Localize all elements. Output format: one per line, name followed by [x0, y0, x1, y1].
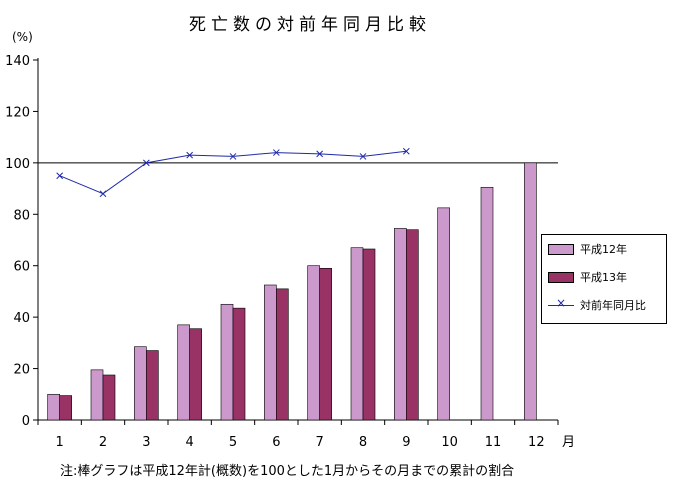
bar-heisei12	[220, 303, 234, 421]
x-tick-label: 5	[229, 435, 237, 450]
bar-heisei12	[437, 207, 450, 421]
footnote: 注:棒グラフは平成12年計(概数)を100とした1月からその月までの累計の割合	[60, 464, 515, 479]
legend-label-bar1: 平成12年	[580, 243, 627, 256]
y-tick-label: 140	[5, 54, 30, 69]
legend: 平成12年 平成13年 対前年同月比	[541, 234, 667, 324]
ratio-point	[359, 153, 367, 160]
x-tick-label: 12	[528, 435, 545, 450]
bar-heisei13	[146, 350, 159, 421]
ratio-point	[56, 172, 64, 180]
bar-heisei12	[307, 265, 320, 421]
legend-item-line: 対前年同月比	[548, 296, 646, 313]
bar-heisei12	[264, 284, 277, 421]
bar-heisei13	[406, 229, 419, 421]
y-tick-label: 60	[13, 260, 30, 275]
legend-item-bar2: 平成13年	[548, 269, 627, 285]
ratio-point	[186, 151, 194, 159]
ratio-point	[229, 153, 237, 160]
x-tick-label: 9	[402, 435, 410, 450]
ratio-point	[272, 149, 280, 156]
bar-heisei13	[319, 267, 332, 421]
legend-swatch-bar1	[548, 243, 574, 255]
bar-heisei13	[232, 307, 246, 421]
y-tick-label: 120	[5, 105, 30, 120]
bar-heisei12	[350, 247, 364, 421]
x-axis-unit: 月	[562, 435, 576, 450]
ratio-point	[316, 150, 324, 158]
bar-heisei12	[47, 393, 60, 421]
bar-heisei12	[90, 369, 104, 421]
y-tick-label: 80	[13, 208, 30, 223]
bar-heisei12	[480, 186, 494, 421]
x-tick-label: 4	[186, 435, 194, 450]
legend-swatch-line	[548, 296, 574, 311]
bar-heisei13	[276, 288, 289, 421]
x-tick-label: 7	[316, 435, 324, 450]
ratio-point	[99, 190, 107, 198]
x-tick-label: 1	[56, 435, 64, 450]
bar-heisei13	[189, 328, 202, 421]
legend-label-bar2: 平成13年	[580, 271, 627, 284]
ratio-point	[402, 147, 410, 155]
ratio-line	[59, 150, 407, 195]
ratio-point	[142, 159, 150, 167]
bar-heisei12	[177, 324, 190, 421]
bar-heisei12	[134, 346, 147, 421]
bar-heisei12	[524, 162, 537, 421]
y-tick-label: 40	[13, 311, 30, 326]
y-tick-label: 0	[22, 414, 30, 429]
legend-swatch-bar2	[548, 271, 574, 283]
bar-heisei13	[362, 248, 376, 421]
x-tick-label: 3	[142, 435, 150, 450]
y-tick-label: 20	[13, 363, 30, 378]
x-tick-label: 10	[441, 435, 458, 450]
y-axis-unit: (%)	[12, 30, 33, 44]
x-tick-label: 6	[272, 435, 280, 450]
x-tick-label: 2	[99, 435, 107, 450]
chart-title: 死亡数の対前年同月比較	[189, 15, 431, 35]
y-tick-label: 100	[5, 157, 30, 172]
bar-heisei13	[102, 374, 116, 421]
bar-heisei13	[59, 395, 72, 421]
bar-heisei12	[394, 228, 407, 421]
legend-label-line: 対前年同月比	[580, 299, 646, 312]
x-tick-label: 11	[485, 435, 502, 450]
x-tick-label: 8	[359, 435, 367, 450]
legend-item-bar1: 平成12年	[548, 241, 627, 257]
